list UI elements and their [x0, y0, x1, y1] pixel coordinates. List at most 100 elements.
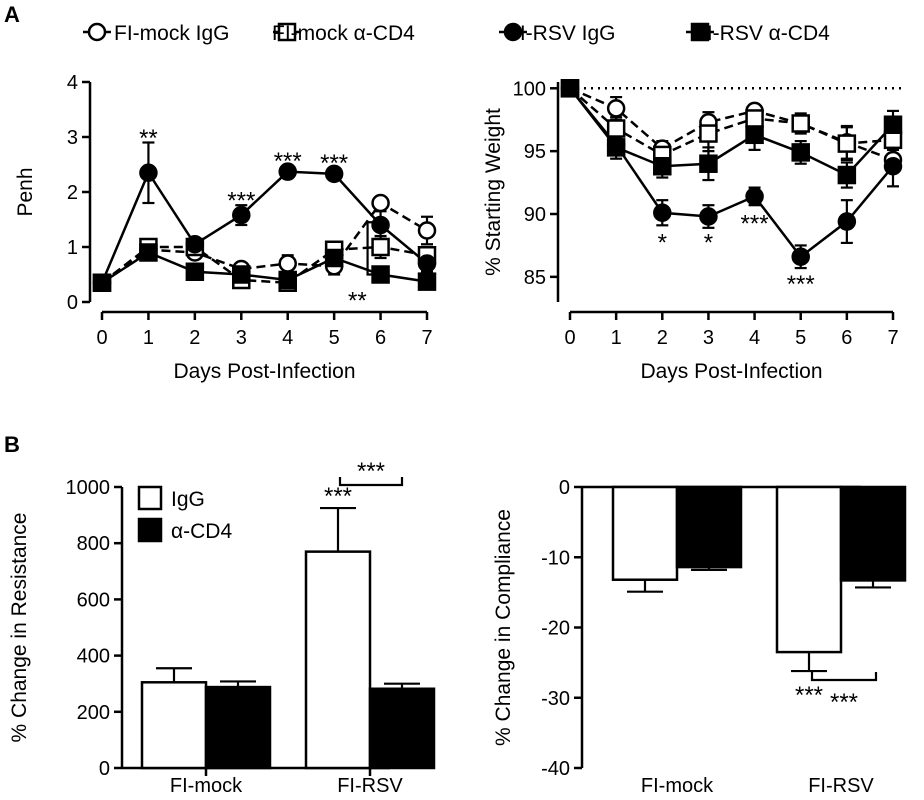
category-label-2-1: FI-RSV — [337, 775, 403, 797]
x-tick-label-0-4: 4 — [282, 327, 293, 349]
data-point-0-3-5 — [324, 248, 344, 268]
x-axis-label-1: Days Post-Infection — [640, 360, 822, 383]
data-point-1-2-4 — [745, 187, 764, 206]
bar-3-0-0 — [611, 485, 679, 581]
series-line-0-1 — [101, 245, 428, 285]
compliance-chart: 0 -10 -20 -30 -40 % Change in Compliance FI-mo… — [492, 477, 907, 797]
data-point-1-1-4 — [745, 109, 764, 128]
legend-marker-2 — [503, 22, 523, 42]
data-point-1-2-3 — [699, 207, 718, 226]
data-point-0-0-6 — [371, 193, 390, 213]
category-label-3-0: FI-mock — [641, 775, 714, 797]
legend-label-2: FI-RSV IgG — [507, 22, 616, 45]
legend-b-label-1: α-CD4 — [171, 520, 232, 543]
data-point-0-0-4 — [278, 254, 297, 273]
y-tick-label-3-0: 0 — [559, 477, 570, 499]
data-point-0-3-0 — [92, 273, 112, 292]
x-tick-label-1-0: 0 — [564, 327, 575, 349]
x-tick-label-0-7: 7 — [421, 327, 432, 349]
x-tick-label-1-4: 4 — [749, 327, 760, 349]
x-tick-label-0-2: 2 — [189, 327, 200, 349]
x-tick-label-0-3: 3 — [236, 327, 247, 349]
significance-compliance-bracket: *** — [830, 689, 858, 716]
y-tick-label-2-3: 600 — [77, 589, 110, 611]
bar-3-1-0 — [775, 485, 843, 654]
y-tick-label-3-4: -40 — [541, 758, 570, 780]
significance-bracket-penh — [366, 221, 381, 276]
y-tick-label-3-2: -20 — [541, 618, 570, 640]
x-tick-label-0-6: 6 — [375, 327, 386, 349]
legend-label-3: FI-RSV α-CD4 — [694, 22, 830, 45]
y-tick-label-1-0: 85 — [524, 267, 546, 289]
significance-0-3: *** — [320, 150, 348, 177]
y-tick-label-2-5: 1000 — [66, 477, 111, 499]
y-tick-label-3-1: -10 — [541, 547, 570, 569]
legend-marker-0 — [87, 22, 107, 42]
data-point-1-3-1 — [606, 138, 626, 157]
panel-a-letter: A — [4, 2, 20, 27]
data-point-0-3-2 — [185, 262, 205, 281]
data-point-1-3-0 — [560, 79, 580, 98]
y-tick-label-2-4: 800 — [77, 533, 110, 555]
x-tick-label-1-1: 1 — [611, 327, 622, 349]
y-axis-label-0: Penh — [14, 167, 37, 216]
legend-b-swatch-0 — [137, 485, 163, 511]
data-point-1-1-6 — [837, 134, 857, 153]
y-tick-label-0-4: 4 — [67, 72, 78, 94]
legend-label-0: FI-mock IgG — [114, 22, 230, 45]
data-point-1-3-5 — [791, 143, 810, 162]
resistance-chart: 0 200 400 600 800 1000 % Change in Resistance F… — [8, 458, 436, 797]
data-point-0-0-7 — [417, 221, 437, 240]
significance-0-4: ** — [348, 288, 367, 315]
data-point-0-3-3 — [232, 265, 251, 284]
significance-resistance-bar: *** — [324, 483, 352, 510]
data-point-0-3-4 — [278, 270, 297, 290]
data-point-0-2-6 — [371, 215, 390, 235]
bar-3-1-1 — [839, 485, 907, 582]
data-point-0-2-4 — [278, 162, 297, 181]
x-tick-label-0-1: 1 — [143, 327, 154, 349]
y-tick-label-2-0: 0 — [99, 758, 110, 780]
category-label-2-0: FI-mock — [170, 775, 243, 797]
data-point-0-3-1 — [139, 243, 158, 262]
legend-marker-3 — [690, 22, 710, 42]
legend-b-swatch-1 — [137, 517, 163, 543]
bar-3-0-1 — [675, 485, 743, 569]
significance-1-1: * — [704, 229, 713, 256]
x-tick-label-1-6: 6 — [841, 327, 852, 349]
data-point-1-0-1 — [606, 99, 626, 118]
significance-0-0: ** — [139, 125, 158, 152]
data-point-1-3-6 — [837, 165, 857, 185]
bar-2-0-1 — [204, 685, 272, 770]
bar-2-0-0 — [140, 681, 208, 770]
panel-b-letter: B — [4, 432, 20, 457]
data-point-1-2-5 — [791, 247, 810, 266]
data-point-1-1-5 — [791, 114, 810, 133]
y-tick-label-3-3: -30 — [541, 688, 570, 710]
data-point-0-3-7 — [417, 272, 437, 291]
data-point-0-2-7 — [417, 254, 437, 273]
legend-label-1: FI-mock α-CD4 — [272, 22, 415, 45]
significance-1-2: *** — [741, 211, 769, 238]
x-tick-label-1-5: 5 — [795, 327, 806, 349]
y-tick-label-1-1: 90 — [524, 204, 546, 226]
significance-0-2: *** — [274, 148, 302, 175]
data-point-1-2-6 — [837, 212, 857, 231]
significance-compliance-bar: *** — [795, 682, 823, 709]
significance-1-3: *** — [787, 271, 815, 298]
data-point-1-3-3 — [699, 154, 718, 173]
significance-0-1: *** — [227, 188, 255, 215]
data-point-1-3-7 — [883, 115, 903, 134]
y-tick-label-0-3: 3 — [67, 127, 78, 149]
x-tick-label-0-5: 5 — [329, 327, 340, 349]
data-point-1-3-2 — [653, 156, 672, 176]
y-tick-label-2-2: 400 — [77, 646, 110, 668]
data-point-0-2-1 — [139, 163, 158, 182]
legend-b-label-0: IgG — [171, 488, 205, 511]
weight-chart: 85 90 95 100 0 1 2 3 4 5 6 7 Days Post-Infection % St… — [482, 78, 903, 383]
y-tick-label-0-1: 1 — [67, 237, 78, 259]
legend-marker-1 — [277, 22, 297, 42]
significance-bracket-resistance — [338, 477, 404, 487]
y-tick-label-0-0: 0 — [67, 292, 78, 314]
